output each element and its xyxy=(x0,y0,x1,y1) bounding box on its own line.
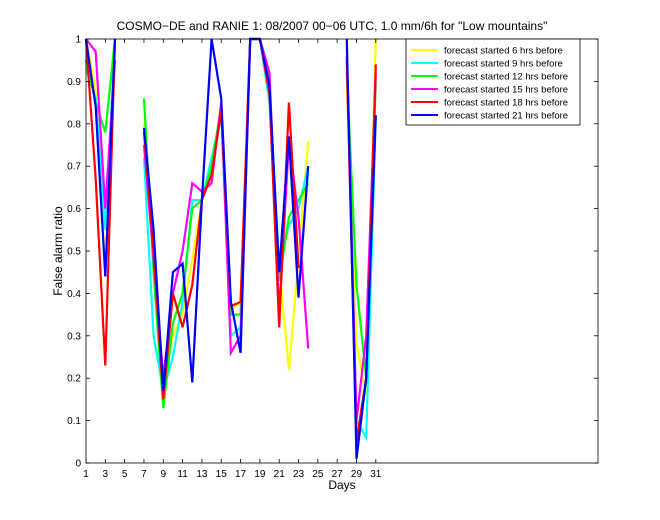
x-tick-label: 1 xyxy=(83,469,89,480)
series-line-6 xyxy=(345,38,377,459)
x-tick-label: 9 xyxy=(161,469,167,480)
x-tick-label: 17 xyxy=(235,469,247,480)
legend-label-3: forecast started 12 hrs before xyxy=(444,72,568,83)
x-tick-label: 29 xyxy=(351,469,363,480)
x-tick-label: 3 xyxy=(103,469,109,480)
x-axis-label: Days xyxy=(328,478,355,492)
y-tick-label: 0.7 xyxy=(67,162,81,173)
y-tick-label: 0.3 xyxy=(67,331,81,342)
series-line-6 xyxy=(84,38,117,277)
x-tick-label: 15 xyxy=(216,469,228,480)
chart-title: COSMO−DE and RANIE 1: 08/2007 00−06 UTC,… xyxy=(117,19,548,33)
legend-label-2: forecast started 9 hrs before xyxy=(444,59,563,70)
x-tick-label: 27 xyxy=(332,469,344,480)
x-tick-label: 23 xyxy=(293,469,305,480)
y-axis-label: False alarm ratio xyxy=(51,206,65,296)
x-tick-label: 5 xyxy=(122,469,128,480)
series-line-5 xyxy=(84,38,117,366)
legend-label-6: forecast started 21 hrs before xyxy=(444,111,568,122)
legend-label-5: forecast started 18 hrs before xyxy=(444,98,568,109)
y-tick-label: 0.4 xyxy=(67,289,81,300)
x-tick-label: 25 xyxy=(312,469,324,480)
series-line-6 xyxy=(142,37,310,391)
x-tick-label: 11 xyxy=(177,469,188,480)
y-tick-label: 0.2 xyxy=(67,374,81,385)
y-tick-label: 0.9 xyxy=(67,77,81,88)
x-tick-label: 21 xyxy=(274,469,286,480)
x-tick-label: 7 xyxy=(141,469,147,480)
x-ticks-group: 1 3 5 7 9 11 13 15 17 19 21 23 25 27 29 31 xyxy=(83,39,382,480)
x-tick-label: 19 xyxy=(254,469,266,480)
y-tick-label: 0.5 xyxy=(67,247,81,258)
y-tick-label: 0.1 xyxy=(67,416,81,427)
y-tick-label: 0 xyxy=(75,459,81,470)
series-lines-group xyxy=(84,37,377,459)
y-tick-label: 1 xyxy=(75,35,81,46)
y-ticks-group: 0 0.1 0.2 0.3 0.4 0.5 0.6 0.7 0.8 0.9 1 xyxy=(67,35,598,470)
x-tick-label: 31 xyxy=(370,469,382,480)
legend-label-1: forecast started 6 hrs before xyxy=(444,46,563,57)
legend: forecast started 6 hrs before forecast st… xyxy=(405,38,581,126)
x-tick-label: 13 xyxy=(196,469,208,480)
legend-box xyxy=(405,38,581,126)
y-tick-label: 0.8 xyxy=(67,119,81,130)
legend-label-4: forecast started 15 hrs before xyxy=(444,85,568,96)
y-tick-label: 0.6 xyxy=(67,204,81,215)
